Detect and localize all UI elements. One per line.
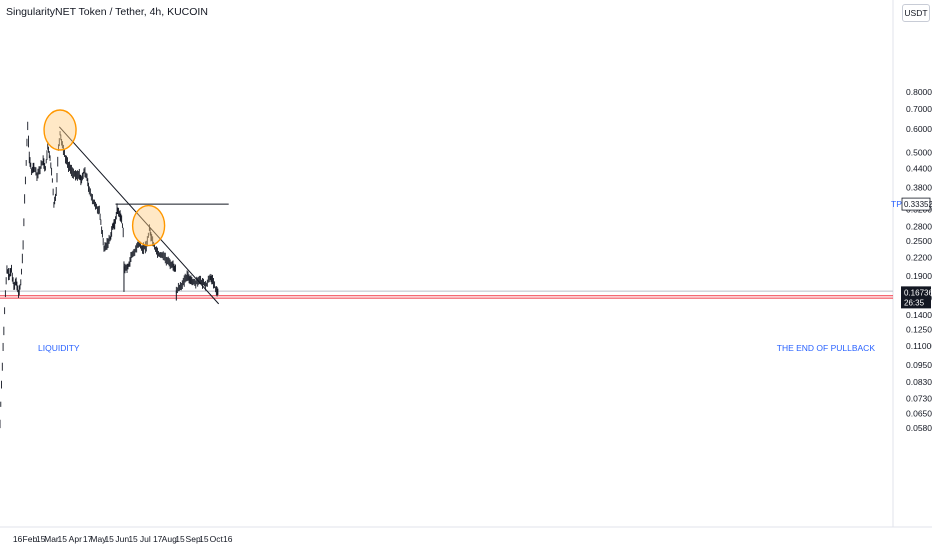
time-tick-label: 15 bbox=[57, 534, 67, 544]
time-tick-label: Jun bbox=[115, 534, 129, 544]
time-tick-label: 15 bbox=[104, 534, 114, 544]
current-price-value: 0.16736 bbox=[904, 288, 932, 297]
time-tick-label: Sep bbox=[186, 534, 201, 544]
time-tick-label: Oct bbox=[210, 534, 224, 544]
time-tick-label: 15 bbox=[199, 534, 209, 544]
time-tick-label: 17 bbox=[83, 534, 93, 544]
currency-selector[interactable]: USDT bbox=[902, 4, 930, 22]
tp-price-value: 0.33352 bbox=[904, 200, 932, 209]
time-tick-label: Jul bbox=[140, 534, 151, 544]
time-tick-label: 16 bbox=[223, 534, 233, 544]
highlight-circle bbox=[43, 109, 77, 151]
time-tick-label: 15 bbox=[36, 534, 46, 544]
time-tick-label: 16 bbox=[13, 534, 23, 544]
liquidity-label: LIQUIDITY bbox=[38, 343, 80, 353]
end-of-pullback-label: THE END OF PULLBACK bbox=[777, 343, 876, 353]
drawing-overlays bbox=[43, 109, 229, 305]
price-tick-label: 0.05800 bbox=[906, 423, 932, 433]
time-tick-label: May bbox=[90, 534, 107, 544]
tp-label: TP bbox=[891, 199, 902, 209]
tp-price-tag bbox=[901, 197, 931, 211]
time-tick-label: 15 bbox=[175, 534, 185, 544]
time-tick-label: 15 bbox=[128, 534, 138, 544]
time-tick-label: Feb bbox=[23, 534, 38, 544]
liquidity-zone bbox=[0, 290, 893, 299]
descending-trendline bbox=[58, 126, 220, 305]
time-tick-label: Aug bbox=[162, 534, 177, 544]
time-tick-label: 17 bbox=[153, 534, 163, 544]
chart-title: SingularityNET Token / Tether, 4h, KUCOI… bbox=[6, 6, 208, 18]
current-price-tag bbox=[901, 286, 931, 309]
price-series bbox=[0, 121, 219, 429]
time-tick-label: Apr bbox=[69, 534, 82, 544]
highlight-circle bbox=[131, 204, 166, 247]
bar-countdown: 26:35 bbox=[904, 298, 925, 307]
time-tick-label: Mar bbox=[44, 534, 59, 544]
